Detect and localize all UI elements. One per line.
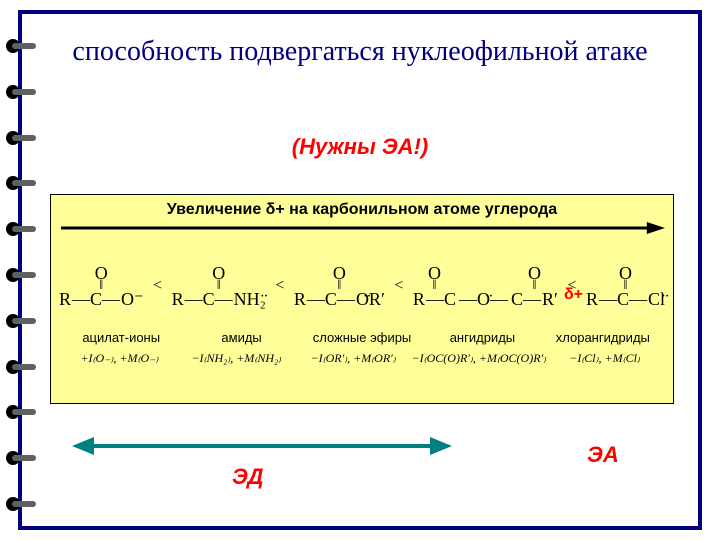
compound-name: хлорангидриды: [543, 330, 663, 345]
double-arrow-icon: [72, 434, 452, 458]
compound-names-row: ацилат-ионы амиды сложные эфиры ангидрид…: [59, 330, 665, 345]
less-than-icon: <: [392, 277, 405, 295]
less-than-icon: <: [273, 277, 286, 295]
electron-acceptor-label: ЭА: [587, 442, 619, 468]
compound-acylate: O ‖ R—C—O⁻: [59, 264, 144, 308]
effect-label: −I₍OR′₎, +M₍OR′₎: [295, 351, 412, 366]
effect-label: −I₍Cl₎, +M₍Cl₎: [546, 351, 663, 366]
delta-plus-label: δ+: [564, 286, 583, 304]
effect-label: −I₍NH₂₎, +M₍NH₂₎: [178, 351, 295, 366]
compound-anhydride: O ‖ R—C —O— O ‖ C—R′ ··: [413, 264, 558, 308]
less-than-icon: <: [151, 277, 164, 295]
compound-name: ацилат-ионы: [61, 330, 181, 345]
diagram-heading: Увеличение δ+ на карбонильном атоме угле…: [59, 201, 665, 219]
compound-name: ангидриды: [422, 330, 542, 345]
compound-ester: O ‖ R—C—OR′ ··: [294, 264, 385, 308]
slide-title: способность подвергаться нуклеофильной а…: [22, 36, 698, 68]
electronic-effects-row: +I₍O₋₎, +M₍O₋₎ −I₍NH₂₎, +M₍NH₂₎ −I₍OR′₎,…: [59, 351, 665, 366]
effect-label: −I₍OC(O)R′₎, +M₍OC(O)R′₎: [412, 351, 547, 366]
effect-label: +I₍O₋₎, +M₍O₋₎: [61, 351, 178, 366]
slide-subtitle: (Нужны ЭА!): [22, 134, 698, 160]
compound-name: сложные эфиры: [302, 330, 422, 345]
compound-name: амиды: [181, 330, 301, 345]
slide-frame: способность подвергаться нуклеофильной а…: [18, 10, 702, 530]
compound-chloride: δ+ O ‖ R—C—Cl ··: [586, 264, 665, 308]
reactivity-diagram: Увеличение δ+ на карбонильном атоме угле…: [50, 194, 674, 404]
electron-donor-label: ЭД: [232, 464, 263, 490]
compound-amide: O ‖ R—C—NH₂ ··: [172, 264, 266, 308]
increase-arrow-icon: [59, 221, 665, 235]
spiral-binding: [2, 14, 42, 534]
compounds-row: O ‖ R—C—O⁻ < O ‖ R—C—NH₂ ·· < O ‖: [59, 246, 665, 326]
